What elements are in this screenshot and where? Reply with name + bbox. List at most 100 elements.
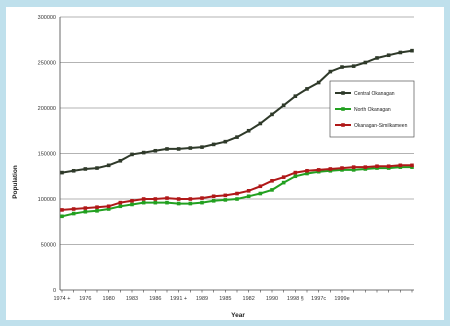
data-point [246, 128, 251, 133]
data-point [188, 201, 193, 206]
data-point [281, 175, 286, 179]
data-point [176, 147, 181, 151]
data-point [258, 121, 263, 126]
x-tick-label: 1976 [79, 296, 91, 302]
data-point [305, 168, 309, 173]
data-point [106, 204, 111, 209]
data-point [118, 158, 123, 163]
population-chart: 0 50000 100000 150000 200000 250000 300000 197… [12, 15, 415, 319]
data-point [270, 112, 274, 117]
data-point [211, 199, 216, 203]
y-tick-label: 200000 [38, 106, 56, 112]
legend-label: Central Okanagan [354, 91, 395, 97]
y-tick-label: 0 [53, 288, 56, 294]
data-point [410, 163, 414, 168]
data-point [130, 202, 134, 207]
legend: Central Okanagan North Okanagan Okanagan-S… [329, 80, 415, 138]
series-central-okanagan [60, 48, 414, 175]
series-okanagan-similkameen [60, 163, 414, 212]
data-point [165, 196, 169, 200]
data-point [328, 69, 333, 74]
data-point [410, 165, 414, 169]
data-point [153, 148, 158, 153]
y-axis-title: Population [12, 165, 19, 199]
data-point [316, 168, 321, 172]
data-point [281, 103, 286, 108]
data-point [71, 207, 76, 211]
data-point [410, 48, 414, 53]
data-point [153, 200, 158, 205]
data-point [83, 167, 88, 171]
data-point [106, 163, 111, 168]
x-tick-label: 1983 [126, 296, 138, 302]
y-tick-label: 100000 [38, 197, 56, 203]
data-point [246, 194, 251, 199]
data-point [188, 197, 193, 201]
data-point [328, 167, 333, 171]
data-point [363, 167, 368, 171]
data-point [176, 201, 181, 206]
data-point [223, 198, 228, 202]
gridlines [60, 16, 414, 245]
y-tick-label: 250000 [38, 61, 56, 67]
data-point [246, 189, 251, 193]
data-point [235, 197, 239, 201]
legend-label: Okanagan-Similkameen [354, 123, 408, 129]
data-point [351, 64, 356, 68]
data-point [375, 56, 379, 60]
data-point [118, 200, 123, 205]
x-tick-label: 1980 [103, 296, 115, 302]
y-tick-label: 150000 [38, 152, 56, 158]
data-point [211, 194, 216, 199]
data-point [340, 166, 344, 170]
data-point [130, 152, 134, 157]
data-point [398, 163, 403, 168]
x-tick-label: 1985 [219, 296, 231, 302]
axes [59, 17, 414, 291]
x-tick-labels: 1974 + 1976 1980 1983 1986 1991 + 1989 1985 1982… [54, 290, 413, 302]
data-point [141, 150, 146, 155]
data-point [398, 50, 403, 55]
data-point [386, 164, 391, 169]
data-point [95, 209, 99, 213]
data-point [375, 164, 379, 169]
data-point [328, 168, 333, 173]
data-point [316, 80, 321, 85]
legend-item: North Okanagan [335, 107, 391, 113]
data-point [188, 146, 193, 150]
data-point [223, 139, 228, 144]
data-point [200, 145, 204, 149]
data-point [363, 60, 368, 65]
data-point [118, 204, 123, 209]
data-point [375, 166, 379, 170]
x-tick-label: 1986 [149, 296, 161, 302]
data-point [141, 197, 146, 201]
legend-item: Okanagan-Similkameen [335, 123, 408, 129]
data-point [165, 147, 169, 151]
data-point [258, 191, 263, 196]
data-point [398, 165, 403, 169]
data-point [340, 65, 344, 69]
data-point [130, 199, 134, 203]
data-point [363, 165, 368, 169]
series-north-okanagan [60, 165, 414, 219]
data-point [305, 87, 309, 91]
data-point [211, 142, 216, 147]
x-tick-label: 1989 [196, 296, 208, 302]
series-line [61, 164, 412, 211]
data-point [200, 200, 204, 205]
data-point [281, 180, 286, 185]
data-point [293, 94, 298, 98]
data-point [83, 209, 88, 214]
data-point [176, 197, 181, 201]
data-point [223, 193, 228, 198]
chart-frame: 0 50000 100000 150000 200000 250000 300000 197… [6, 7, 444, 320]
x-tick-label: 1990 [266, 296, 278, 302]
data-point [270, 179, 274, 183]
data-point [316, 169, 321, 174]
data-point [141, 200, 146, 205]
data-point [106, 207, 111, 211]
data-point [351, 165, 356, 169]
y-tick-labels: 0 50000 100000 150000 200000 250000 300000 [38, 15, 56, 294]
legend-marker [341, 91, 345, 95]
